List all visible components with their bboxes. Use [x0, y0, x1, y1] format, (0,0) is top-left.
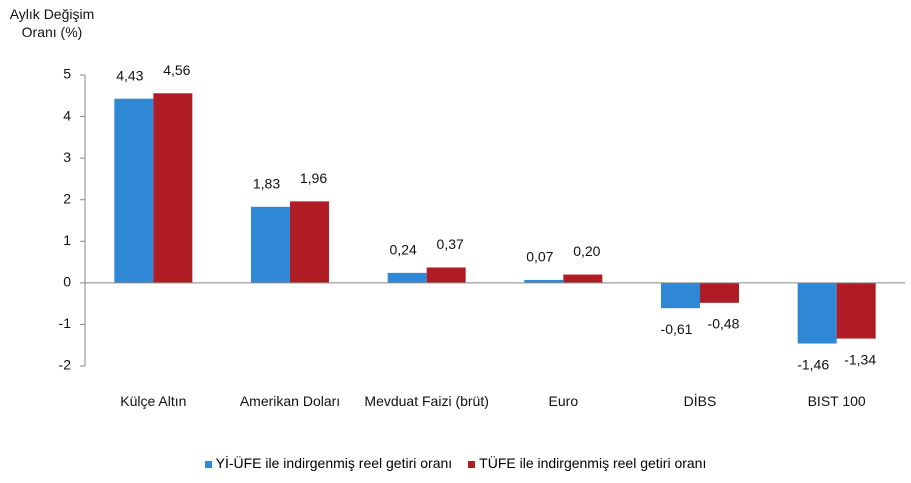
- bar: [797, 282, 837, 344]
- y-tick-label: 2: [63, 190, 71, 206]
- bar: [290, 201, 329, 283]
- value-label: 1,83: [253, 175, 280, 191]
- value-label: -0,61: [661, 321, 693, 337]
- value-label: 0,20: [573, 243, 600, 259]
- value-label: -0,48: [708, 316, 740, 332]
- y-tick-label: 3: [63, 149, 71, 165]
- value-label: 0,24: [390, 242, 417, 258]
- legend-item: TÜFE ile indirgenmiş reel getiri oranı: [468, 455, 706, 471]
- bar: [114, 98, 154, 283]
- x-tick-label: BIST 100: [807, 393, 866, 409]
- value-label: 1,96: [300, 170, 327, 186]
- x-tick-label: Külçe Altın: [120, 393, 187, 409]
- value-label: 4,43: [116, 67, 143, 83]
- legend-swatch: [468, 460, 476, 468]
- y-tick-label: 0: [63, 274, 71, 290]
- bar: [700, 282, 739, 303]
- value-label: 4,56: [163, 62, 190, 78]
- value-label: -1,34: [844, 351, 876, 367]
- bar: [426, 267, 466, 283]
- value-label: 0,37: [437, 236, 464, 252]
- legend: Yİ-ÜFE ile indirgenmiş reel getiri oranı…: [0, 455, 911, 471]
- x-tick-label: Euro: [548, 393, 579, 409]
- y-tick-label: 1: [63, 232, 71, 248]
- y-tick-label: -1: [59, 315, 72, 331]
- y-tick-label: 5: [63, 66, 71, 82]
- legend-item: Yİ-ÜFE ile indirgenmiş reel getiri oranı: [204, 455, 453, 471]
- bar: [563, 274, 603, 283]
- bar: [836, 282, 876, 339]
- x-tick-label: DİBS: [683, 393, 717, 409]
- legend-label: Yİ-ÜFE ile indirgenmiş reel getiri oranı: [215, 455, 453, 471]
- y-tick-label: 4: [63, 107, 71, 123]
- legend-swatch: [204, 460, 212, 468]
- value-label: 0,07: [526, 249, 553, 265]
- bar: [153, 93, 193, 283]
- legend-label: TÜFE ile indirgenmiş reel getiri oranı: [479, 455, 707, 471]
- bar: [387, 272, 427, 283]
- bar: [661, 282, 700, 309]
- y-tick-label: -2: [59, 357, 72, 373]
- y-axis-label: Aylık Değişim Oranı (%): [9, 6, 95, 40]
- bar: [251, 206, 290, 283]
- x-tick-label: Mevduat Faizi (brüt): [364, 393, 489, 409]
- x-tick-label: Amerikan Doları: [239, 393, 341, 409]
- bar: [524, 279, 564, 283]
- value-label: -1,46: [797, 356, 829, 372]
